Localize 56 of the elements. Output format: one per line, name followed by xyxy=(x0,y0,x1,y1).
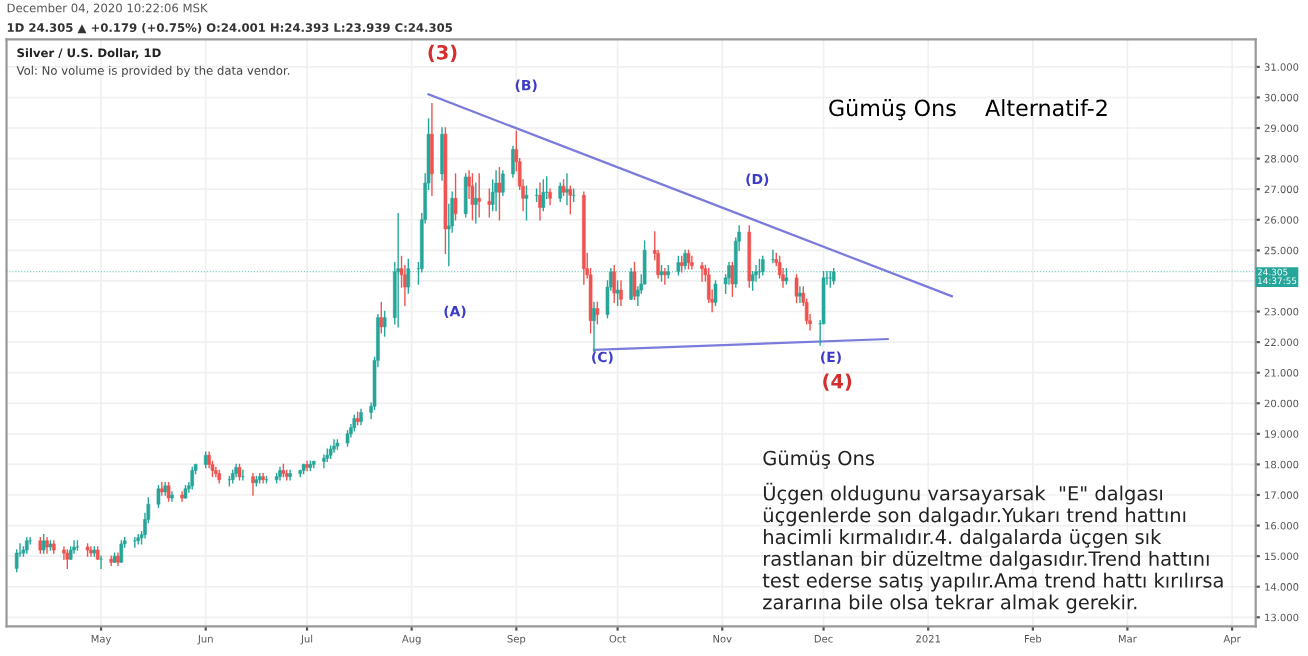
candlestick xyxy=(119,540,124,563)
annotation: (3) xyxy=(428,44,457,62)
text: Gümüş Ons Alternatif-2 xyxy=(829,99,1107,121)
annotation: (4) xyxy=(823,373,852,391)
candlestick xyxy=(663,268,667,285)
candlestick xyxy=(241,469,245,481)
candlestick xyxy=(251,472,255,496)
candlestick xyxy=(690,255,694,270)
candlestick xyxy=(403,264,407,307)
candlestick xyxy=(494,170,498,212)
candlestick xyxy=(133,537,137,548)
candlestick xyxy=(453,173,458,221)
candlestick xyxy=(305,460,309,472)
candlestick xyxy=(592,301,596,352)
candlestick xyxy=(541,179,546,212)
candlestick xyxy=(332,439,336,453)
annotation: Üçgen oldugunu varsayarsak "E" dalgası üçgenlerde son dalgadır.Yukarı trend hattını hacimli kırmalıdır.4. dalgalarda üçgen sık rastlanan bir düzeltme dalgasıdır.Trend hattını test ederse satış yapılır.Ama trend hattı kırılırsa zararına bile olsa tekrar almak gerekir. xyxy=(762,482,1223,614)
candlestick xyxy=(760,255,765,276)
candlestick xyxy=(396,212,400,328)
candlestick xyxy=(14,549,19,573)
annotation: Gümüş Ons xyxy=(763,450,875,469)
candlestick xyxy=(683,249,687,270)
candlestick xyxy=(757,258,762,279)
candlestick xyxy=(99,555,103,570)
candlestick xyxy=(558,182,563,203)
candlestick xyxy=(477,173,481,218)
candlestick xyxy=(798,286,802,304)
candlestick xyxy=(474,182,478,224)
candlestick xyxy=(565,173,569,206)
candlestick xyxy=(470,173,475,221)
candlestick xyxy=(524,185,529,221)
candlestick xyxy=(750,271,755,291)
candlestick xyxy=(497,167,502,221)
candlestick xyxy=(156,485,161,508)
candlestick xyxy=(170,491,174,502)
candlestick xyxy=(214,466,218,478)
candlestick xyxy=(72,540,76,554)
candlestick xyxy=(501,170,505,197)
candlestick xyxy=(544,176,549,200)
candlestick xyxy=(463,173,468,218)
candlestick xyxy=(322,454,326,469)
candlestick xyxy=(487,188,492,218)
candlestick xyxy=(511,145,515,178)
candlestick xyxy=(190,466,195,490)
candlestick xyxy=(632,261,637,300)
candlestick xyxy=(180,491,184,502)
candlestick xyxy=(65,549,70,570)
candlestick xyxy=(406,258,411,294)
candlestick xyxy=(713,280,718,307)
candlestick xyxy=(794,274,799,304)
candlestick xyxy=(700,261,704,282)
candlestick xyxy=(686,249,691,270)
candlestick xyxy=(619,280,623,307)
candlestick xyxy=(706,268,711,304)
candlestick xyxy=(430,102,434,197)
candlestick xyxy=(771,249,775,264)
